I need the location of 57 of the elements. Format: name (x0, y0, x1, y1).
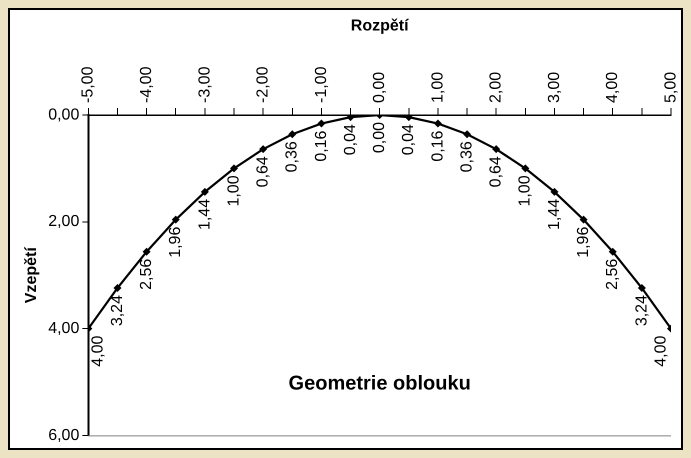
point (608, 248, 617, 256)
data-label: 0,64 (488, 156, 505, 188)
data-label: 0,16 (312, 130, 330, 162)
data-label: 0,16 (429, 130, 446, 162)
data-label: 0,64 (254, 156, 272, 188)
point (113, 284, 122, 292)
data-label: 1,00 (225, 175, 242, 207)
point (404, 115, 413, 122)
data-label: 1,00 (516, 175, 534, 207)
data-label: 2,56 (604, 258, 622, 290)
x-tick-label: 2,00 (488, 72, 505, 103)
data-label: 4,00 (652, 336, 670, 367)
point (230, 164, 238, 172)
data-label: 4,00 (90, 336, 107, 367)
x-tick-label: 1,00 (429, 72, 446, 103)
data-label: 2,56 (138, 258, 156, 290)
x-tick-label: -4,00 (138, 66, 156, 103)
point (288, 130, 296, 138)
point (142, 248, 151, 256)
text: Geometrie oblouku (288, 372, 471, 395)
data-label: 1,44 (196, 198, 214, 230)
data-label: 0,36 (284, 141, 301, 172)
data-label: 3,24 (633, 294, 650, 326)
point (492, 145, 500, 154)
point (521, 164, 530, 172)
y-tick-label: 4,00 (48, 320, 80, 338)
x-tick-label: 5,00 (662, 72, 680, 103)
data-label: 0,04 (400, 124, 418, 156)
y-tick-label: 6,00 (48, 426, 80, 444)
point (172, 216, 180, 224)
x-tick-label: -5,00 (80, 66, 97, 103)
x-tick-label: -3,00 (196, 66, 214, 103)
point (638, 284, 646, 292)
x-axis-title: Rozpětí (350, 17, 410, 34)
data-label: 1,44 (546, 198, 563, 230)
point (434, 120, 442, 128)
data-label: 1,96 (575, 226, 592, 258)
point (200, 188, 209, 196)
y-tick-label: 0,00 (48, 106, 80, 124)
y-tick-label: 2,00 (48, 213, 80, 230)
point (259, 145, 268, 154)
x-tick-label: 3,00 (546, 72, 563, 103)
x-tick-label: 4,00 (604, 72, 622, 103)
y-axis-title: Vzepětí (23, 246, 40, 304)
x-tick-label: 0,00 (371, 72, 388, 103)
point (580, 216, 588, 224)
x-tick-label: -1,00 (312, 66, 330, 103)
data-label: 1,96 (167, 226, 184, 258)
point (463, 130, 472, 138)
point (550, 188, 558, 196)
x-tick-label: -2,00 (254, 66, 272, 103)
data-label: 0,04 (342, 124, 359, 156)
point (346, 115, 355, 122)
data-label: 3,24 (108, 294, 126, 326)
data-label: 0,00 (371, 122, 388, 154)
data-label: 0,36 (458, 141, 476, 172)
point (317, 120, 326, 128)
